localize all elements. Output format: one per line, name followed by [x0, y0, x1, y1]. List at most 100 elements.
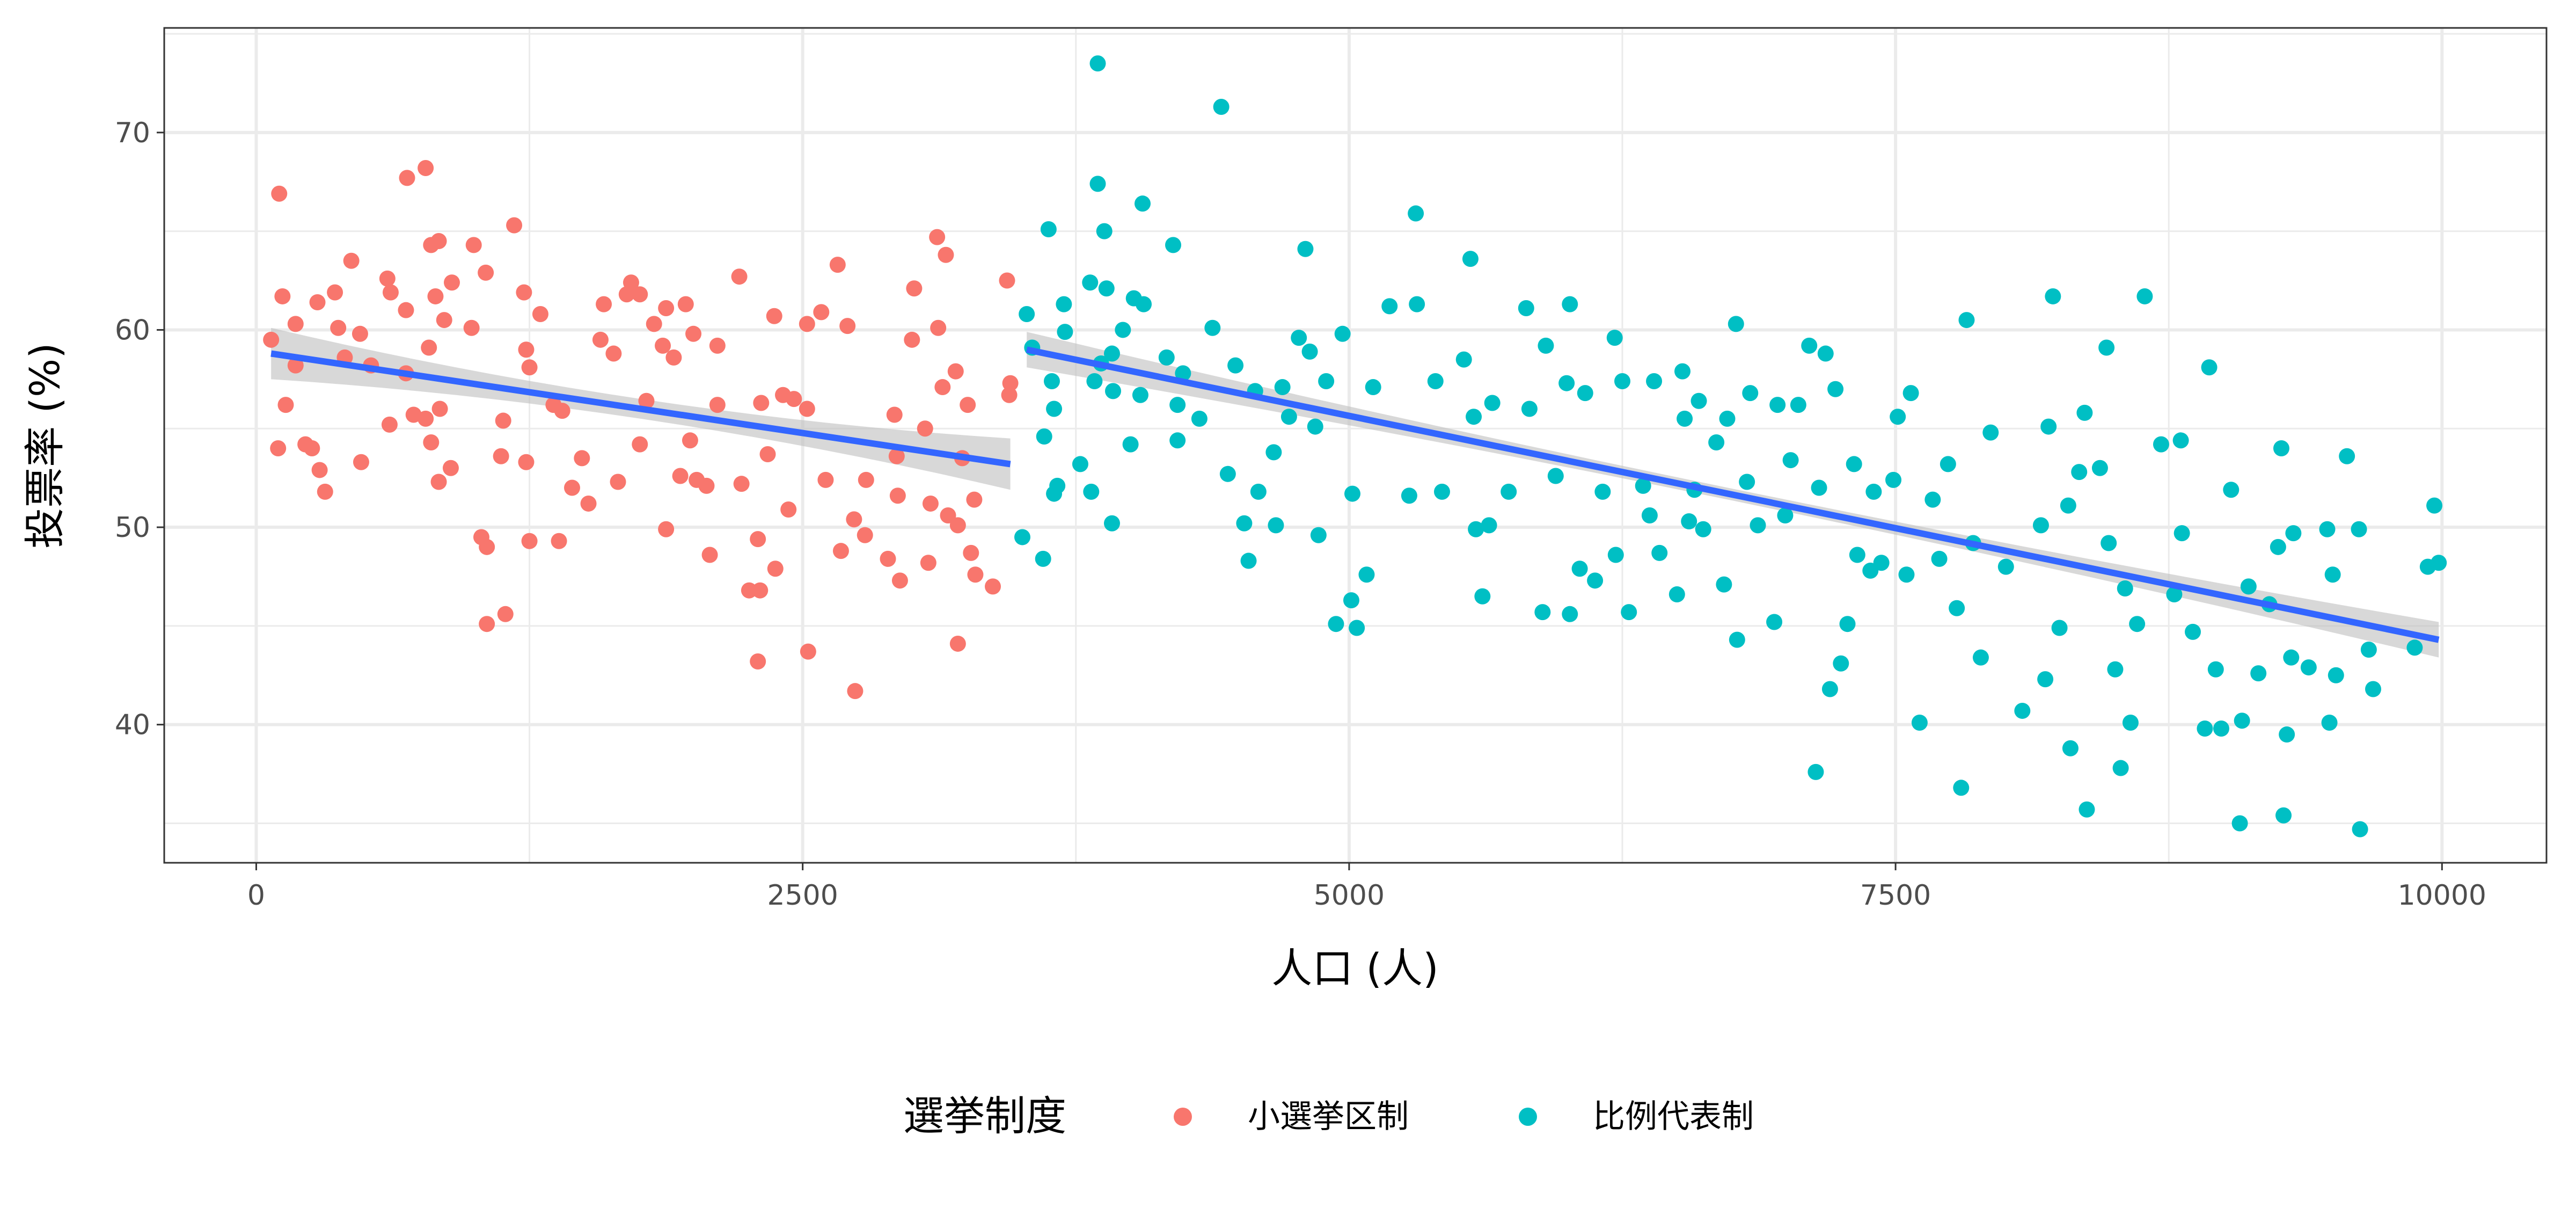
data-point [1982, 424, 1999, 441]
data-point [1349, 620, 1365, 636]
data-point [1057, 324, 1073, 340]
data-point [655, 337, 671, 354]
data-point [1811, 479, 1827, 496]
data-point [1468, 521, 1484, 537]
data-point [759, 446, 776, 463]
data-point [709, 397, 726, 413]
data-point [430, 474, 447, 490]
data-point [421, 339, 437, 356]
data-point [949, 635, 966, 652]
plot-panel [164, 28, 2546, 863]
data-point [327, 284, 343, 301]
data-point [2166, 586, 2183, 603]
data-point [1571, 561, 1588, 577]
data-point [479, 616, 495, 632]
data-point [2234, 712, 2250, 729]
data-point [1474, 588, 1491, 605]
data-point [2324, 566, 2341, 583]
x-tick-label: 10000 [2398, 879, 2486, 912]
data-point [1690, 392, 1707, 409]
data-point [430, 233, 447, 250]
data-point [2319, 521, 2336, 537]
data-point [495, 412, 511, 429]
data-point [677, 296, 694, 312]
data-point [829, 257, 846, 273]
data-point [646, 316, 662, 332]
data-point [1890, 409, 1906, 425]
data-point [1307, 418, 1323, 435]
data-point [1328, 616, 1344, 632]
data-point [940, 507, 956, 524]
data-point [1365, 379, 1381, 396]
data-point [658, 300, 675, 317]
data-point [1646, 373, 1663, 390]
data-point [2300, 659, 2317, 676]
data-point [1291, 330, 1307, 346]
y-tick-label: 40 [115, 709, 150, 741]
data-point [1839, 616, 1856, 632]
data-point [263, 331, 280, 348]
legend-label-proportional: 比例代表制 [1593, 1098, 1754, 1136]
data-point [832, 543, 849, 559]
data-point [1103, 515, 1120, 532]
data-point [2270, 538, 2286, 555]
data-point [1534, 604, 1551, 621]
data-point [1949, 600, 1965, 616]
data-point [906, 280, 923, 297]
x-tick-label: 0 [247, 879, 265, 912]
data-point [1096, 223, 1113, 239]
data-point [2275, 807, 2292, 824]
data-point [1484, 395, 1501, 411]
data-point [1310, 527, 1327, 543]
data-point [271, 185, 288, 202]
y-tick-label: 60 [115, 314, 150, 346]
data-point [1043, 373, 1060, 390]
data-point [1344, 485, 1361, 502]
data-point [343, 252, 360, 269]
data-point [930, 319, 947, 336]
data-point [1019, 306, 1035, 323]
data-point [1466, 409, 1482, 425]
data-point [1695, 521, 1711, 537]
data-point [1729, 631, 1745, 648]
data-point [311, 462, 328, 478]
data-point [554, 403, 570, 419]
data-point [709, 337, 726, 354]
data-point [1115, 322, 1131, 338]
data-point [1940, 456, 1956, 472]
data-point [330, 319, 347, 336]
y-tick-label: 50 [115, 512, 150, 544]
data-point [1972, 649, 1989, 666]
data-point [1635, 477, 1651, 494]
data-point [1674, 363, 1691, 380]
data-point [839, 318, 856, 334]
data-point [2129, 616, 2146, 632]
data-point [605, 345, 622, 362]
data-point [2172, 432, 2189, 449]
legend-label-single-member: 小選挙区制 [1248, 1098, 1409, 1136]
x-axis-ticks: 0 2500 5000 7500 10000 [247, 863, 2486, 912]
data-point [731, 268, 748, 285]
data-point [2079, 801, 2095, 818]
data-point [786, 391, 802, 407]
data-point [1408, 205, 1424, 222]
data-point [1790, 397, 1806, 413]
data-point [1175, 365, 1191, 382]
data-point [1827, 381, 1844, 397]
data-point [2101, 535, 2117, 551]
data-point [1807, 763, 1824, 780]
data-point [317, 483, 333, 500]
regression-lines [270, 346, 2440, 643]
data-point [532, 306, 548, 323]
data-point [2223, 482, 2240, 498]
data-point [1040, 221, 1057, 237]
data-point [1607, 547, 1624, 563]
data-point [1708, 434, 1725, 450]
data-point [1135, 195, 1151, 212]
data-point [949, 517, 966, 534]
data-point [1280, 409, 1297, 425]
data-point [382, 284, 399, 301]
data-point [1777, 507, 1794, 524]
data-point [1766, 614, 1783, 630]
data-point [352, 325, 368, 342]
